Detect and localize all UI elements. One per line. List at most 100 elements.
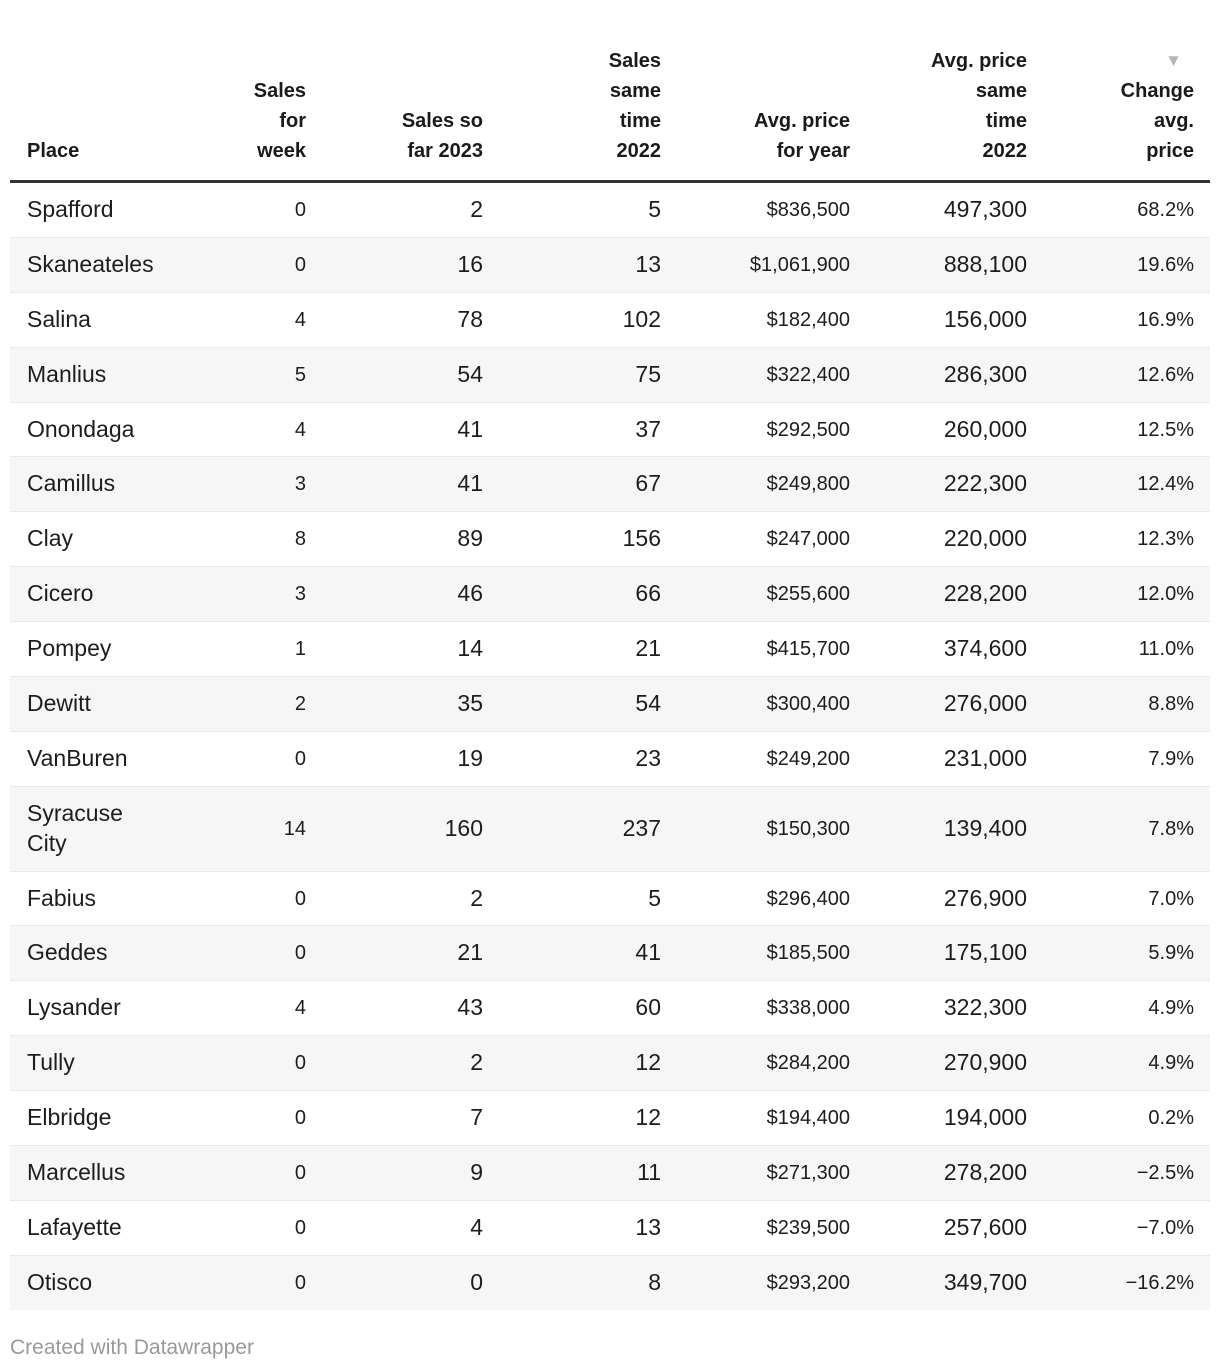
avg_price_year-cell: $338,000: [766, 997, 850, 1020]
avg_price_2022-cell: 278,200: [943, 1159, 1027, 1186]
column-header-avg_price_2022[interactable]: Avg. price same time 2022: [860, 0, 1037, 183]
sales_2022-cell: 66: [635, 580, 661, 607]
avg_price_year-cell: $194,400: [766, 1107, 850, 1130]
sales_2023-cell: 2: [470, 196, 483, 222]
avg_price_2022-cell: 374,600: [943, 635, 1027, 662]
avg_price_year-cell: $255,600: [766, 583, 850, 606]
sales_week-cell: 0: [294, 1107, 306, 1130]
avg_price_year-cell: $292,500: [766, 418, 850, 441]
change-cell: −16.2%: [1125, 1271, 1194, 1294]
avg_price_year-cell: $271,300: [766, 1161, 850, 1184]
sales_2023-cell: 54: [457, 360, 483, 387]
change-cell: 0.2%: [1148, 1107, 1194, 1130]
avg_price_2022-cell: 257,600: [943, 1213, 1027, 1240]
avg_price_2022-cell: 194,000: [943, 1104, 1027, 1131]
table-row: Fabius 0 2 5 $296,400 276,900 7.0%: [10, 871, 1210, 926]
sales_2023-cell: 43: [457, 994, 483, 1021]
change-cell: 12.5%: [1137, 418, 1194, 441]
column-header-sales_week[interactable]: Sales for week: [160, 0, 316, 183]
sales_week-cell: 1: [294, 638, 306, 661]
place-cell: Elbridge: [27, 1104, 112, 1131]
avg_price_2022-cell: 260,000: [943, 415, 1027, 442]
sales_week-cell: 3: [294, 583, 306, 606]
sales_2022-cell: 75: [635, 360, 661, 387]
avg_price_2022-cell: 139,400: [943, 814, 1027, 841]
change-cell: 12.6%: [1137, 363, 1194, 386]
sales_week-cell: 0: [294, 198, 306, 221]
avg_price_year-cell: $322,400: [766, 363, 850, 386]
change-cell: −7.0%: [1136, 1216, 1194, 1239]
place-cell: Fabius: [27, 884, 97, 911]
sales_week-cell: 4: [294, 418, 306, 441]
sales_2023-cell: 78: [457, 305, 483, 332]
avg_price_2022-cell: 276,900: [943, 884, 1027, 911]
sales_2023-cell: 14: [457, 635, 483, 662]
avg_price_year-cell: $182,400: [766, 308, 850, 331]
sales_2022-cell: 12: [635, 1104, 661, 1131]
change-cell: 11.0%: [1138, 638, 1194, 661]
header-row: Place Sales for week Sales so far 2023 Sale…: [10, 0, 1210, 183]
sales_2023-cell: 19: [457, 744, 483, 771]
sales_2022-cell: 21: [635, 635, 661, 662]
avg_price_year-cell: $284,200: [766, 1052, 850, 1075]
avg_price_year-cell: $150,300: [766, 817, 850, 840]
change-cell: 19.6%: [1137, 253, 1194, 276]
place-cell: Manlius: [27, 360, 107, 387]
sales_week-cell: 3: [294, 473, 306, 496]
avg_price_2022-cell: 175,100: [943, 939, 1027, 966]
avg_price_2022-cell: 228,200: [943, 580, 1027, 607]
column-header-sales_2023[interactable]: Sales so far 2023: [316, 0, 493, 183]
table-row: Marcellus 0 9 11 $271,300 278,200 −2.5%: [10, 1145, 1210, 1201]
change-cell: −2.5%: [1136, 1161, 1194, 1184]
change-cell: 12.0%: [1137, 583, 1194, 606]
column-header-change[interactable]: ▼ Change avg. price: [1037, 0, 1210, 183]
avg_price_2022-cell: 270,900: [943, 1049, 1027, 1076]
sales_2023-cell: 41: [457, 470, 483, 497]
sales_2022-cell: 8: [648, 1268, 661, 1295]
sales_2022-cell: 41: [635, 939, 661, 966]
place-cell: Dewitt: [27, 690, 91, 717]
sales_week-cell: 2: [294, 692, 306, 715]
change-cell: 8.8%: [1148, 692, 1194, 715]
column-header-avg_price_year[interactable]: Avg. price for year: [671, 0, 860, 183]
avg_price_2022-cell: 276,000: [943, 690, 1027, 717]
table-row: Tully 0 2 12 $284,200 270,900 4.9%: [10, 1035, 1210, 1091]
real-estate-sales-table: Place Sales for week Sales so far 2023 Sale…: [10, 0, 1210, 1310]
sales_2022-cell: 156: [622, 525, 661, 552]
table-row: Camillus 3 41 67 $249,800 222,300 12.4%: [10, 456, 1210, 512]
sales_week-cell: 0: [294, 942, 306, 965]
column-header-sales_2022[interactable]: Sales same time 2022: [493, 0, 671, 183]
column-header-place[interactable]: Place: [10, 0, 160, 183]
avg_price_year-cell: $239,500: [766, 1216, 850, 1239]
sales_week-cell: 0: [294, 1161, 306, 1184]
table-row: Pompey 1 14 21 $415,700 374,600 11.0%: [10, 621, 1210, 677]
sales_2022-cell: 5: [648, 884, 661, 911]
avg_price_year-cell: $415,700: [766, 638, 850, 661]
sales_2022-cell: 37: [635, 415, 661, 442]
sales_week-cell: 4: [294, 308, 306, 331]
table-body: Spafford 0 2 5 $836,500 497,300 68.2% Skaneatel…: [10, 181, 1210, 1310]
table-row: Cicero 3 46 66 $255,600 228,200 12.0%: [10, 566, 1210, 622]
change-cell: 7.0%: [1148, 887, 1194, 910]
datawrapper-credit-link[interactable]: Created with Datawrapper: [10, 1336, 254, 1359]
place-cell: Cicero: [27, 580, 94, 607]
table-row: Manlius 5 54 75 $322,400 286,300 12.6%: [10, 347, 1210, 403]
sales_week-cell: 0: [294, 887, 306, 910]
change-cell: 68.2%: [1137, 198, 1194, 221]
place-cell: Syracuse City: [27, 799, 123, 856]
sales_2022-cell: 60: [635, 994, 661, 1021]
sales_2023-cell: 16: [457, 250, 483, 277]
avg_price_year-cell: $836,500: [766, 198, 850, 221]
change-cell: 7.9%: [1148, 747, 1194, 770]
avg_price_2022-cell: 349,700: [943, 1268, 1027, 1295]
sales_week-cell: 14: [283, 817, 306, 840]
sales_2022-cell: 237: [622, 814, 661, 841]
avg_price_year-cell: $247,000: [766, 528, 850, 551]
sales_2023-cell: 9: [470, 1159, 483, 1186]
table-row: Geddes 0 21 41 $185,500 175,100 5.9%: [10, 925, 1210, 981]
sales_2023-cell: 89: [457, 525, 483, 552]
sales_2022-cell: 102: [622, 305, 661, 332]
place-cell: Otisco: [27, 1268, 93, 1295]
table-row: Otisco 0 0 8 $293,200 349,700 −16.2%: [10, 1255, 1210, 1310]
sales_week-cell: 4: [294, 997, 306, 1020]
